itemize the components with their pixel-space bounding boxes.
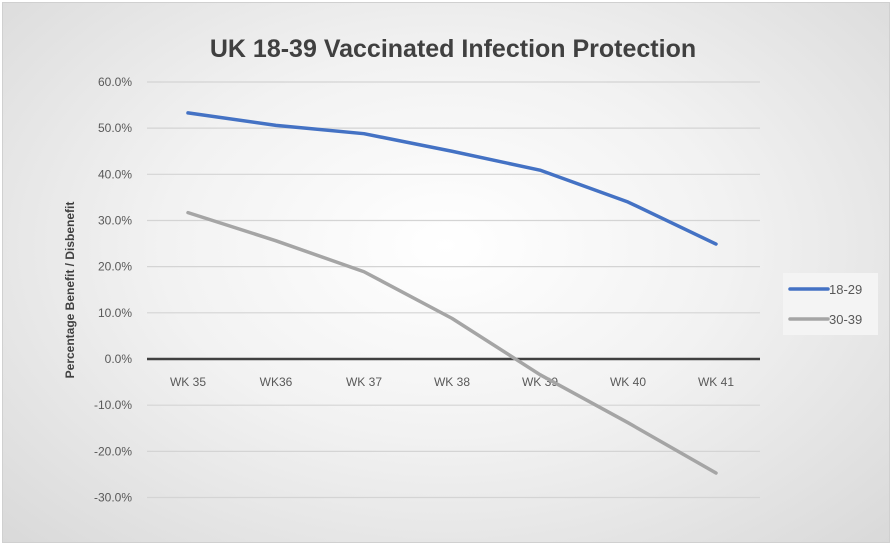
legend-box	[783, 273, 878, 335]
y-tick-label: 30.0%	[98, 213, 132, 227]
y-tick-label: 40.0%	[98, 167, 132, 181]
y-tick-label: 60.0%	[98, 75, 132, 89]
x-tick-label: WK36	[260, 375, 293, 389]
x-tick-label: WK 37	[346, 375, 382, 389]
x-tick-label: WK 41	[698, 375, 734, 389]
y-tick-label: -10.0%	[94, 398, 132, 412]
y-tick-label: 0.0%	[105, 352, 133, 366]
y-tick-label: 20.0%	[98, 260, 132, 274]
legend: 18-29 30-39	[783, 273, 878, 335]
legend-label: 30-39	[829, 312, 862, 327]
legend-label: 18-29	[829, 282, 862, 297]
x-tick-label: WK 40	[610, 375, 646, 389]
y-axis-label: Percentage Benefit / Disbenefit	[63, 202, 77, 379]
y-tick-label: -20.0%	[94, 444, 132, 458]
chart-title: UK 18-39 Vaccinated Infection Protection	[210, 35, 696, 63]
series-line-30-39	[186, 210, 718, 475]
x-tick-label: WK 35	[170, 375, 206, 389]
x-tick-label: WK 38	[434, 375, 470, 389]
y-tick-label: 50.0%	[98, 121, 132, 135]
y-tick-label: 10.0%	[98, 306, 132, 320]
y-tick-label: -30.0%	[94, 491, 132, 505]
series-line-18-29	[186, 111, 718, 246]
